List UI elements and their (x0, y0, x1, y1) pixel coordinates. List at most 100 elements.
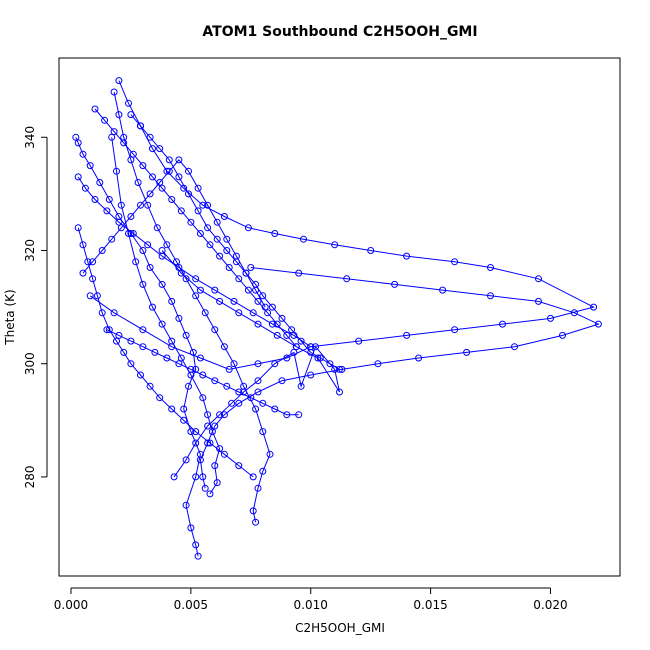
data-point (185, 382, 192, 390)
data-point (175, 314, 183, 322)
data-point (156, 145, 164, 153)
data-point (196, 456, 204, 464)
data-point (266, 450, 274, 458)
data-point (163, 241, 171, 249)
data-point (232, 258, 240, 266)
data-point (165, 156, 173, 164)
data-point (168, 196, 176, 203)
data-point (211, 286, 219, 294)
data-point (194, 552, 202, 560)
data-point (242, 269, 250, 277)
data-point (247, 394, 255, 402)
data-point (271, 405, 279, 413)
data-point (115, 331, 123, 339)
data-point (79, 241, 87, 249)
data-point (216, 297, 224, 305)
data-point (235, 399, 243, 407)
data-point (223, 235, 231, 243)
data-point (439, 286, 447, 294)
data-point (153, 224, 161, 232)
data-point (177, 269, 185, 277)
data-point (129, 230, 137, 237)
data-point (297, 382, 305, 390)
series-line-5 (161, 250, 340, 478)
data-point (208, 428, 216, 436)
data-point (336, 388, 343, 396)
data-point (199, 371, 207, 379)
data-point (182, 275, 190, 283)
data-point (120, 139, 128, 147)
data-point (204, 411, 212, 419)
data-point (206, 241, 214, 249)
data-point (192, 439, 200, 447)
data-point (127, 337, 135, 345)
data-point (220, 450, 228, 458)
data-point (204, 224, 212, 232)
data-point (74, 173, 82, 181)
data-point (187, 218, 195, 226)
data-point (168, 405, 176, 413)
data-point (192, 541, 200, 549)
data-point (180, 416, 188, 424)
series-line-7 (94, 108, 297, 348)
data-point (249, 507, 257, 515)
data-point (175, 173, 183, 181)
data-point (254, 484, 262, 492)
data-point (175, 156, 183, 164)
data-point (254, 388, 262, 396)
series-line-4 (199, 267, 600, 489)
data-point (326, 360, 334, 368)
data-point (170, 473, 178, 481)
data-point (84, 258, 92, 266)
data-point (259, 399, 267, 407)
data-point (499, 320, 506, 328)
data-point (115, 218, 123, 226)
data-point (271, 230, 279, 237)
data-point (228, 399, 236, 407)
data-point (211, 422, 219, 430)
data-point (254, 377, 262, 385)
data-point (254, 320, 262, 328)
data-point (355, 337, 363, 345)
y-axis: 280 300 320 340 (23, 126, 48, 488)
data-point (137, 201, 144, 209)
data-point (139, 343, 147, 351)
data-point (177, 354, 185, 362)
data-point (192, 275, 200, 283)
data-point (192, 473, 200, 481)
x-tick-label: 0.000 (54, 598, 88, 612)
data-point (206, 439, 214, 447)
data-point (206, 490, 214, 498)
data-point (278, 377, 286, 385)
data-point (220, 343, 228, 351)
y-tick-label: 300 (23, 352, 37, 375)
data-point (223, 247, 231, 254)
data-point (156, 179, 164, 186)
data-point (295, 411, 303, 419)
data-point (182, 501, 190, 509)
data-point (139, 280, 147, 288)
data-point (547, 314, 554, 322)
y-tick-label: 340 (23, 126, 37, 149)
data-point (230, 360, 238, 368)
data-point (283, 331, 291, 339)
y-tick-label: 320 (23, 239, 37, 262)
data-point (204, 422, 212, 430)
data-point (98, 309, 106, 317)
data-point (86, 292, 94, 300)
data-point (225, 365, 233, 373)
data-point (89, 258, 97, 266)
data-point (156, 394, 164, 402)
data-point (288, 326, 296, 334)
data-point (367, 247, 375, 254)
series-line-1 (75, 137, 201, 557)
data-point (295, 269, 303, 277)
data-point (146, 133, 154, 141)
data-point (182, 331, 190, 339)
data-point (252, 405, 260, 413)
x-axis: 0.000 0.005 0.010 0.015 0.020 (54, 587, 568, 612)
data-point (415, 354, 423, 362)
data-point (144, 201, 152, 209)
data-point (146, 382, 154, 390)
data-point (261, 303, 269, 311)
